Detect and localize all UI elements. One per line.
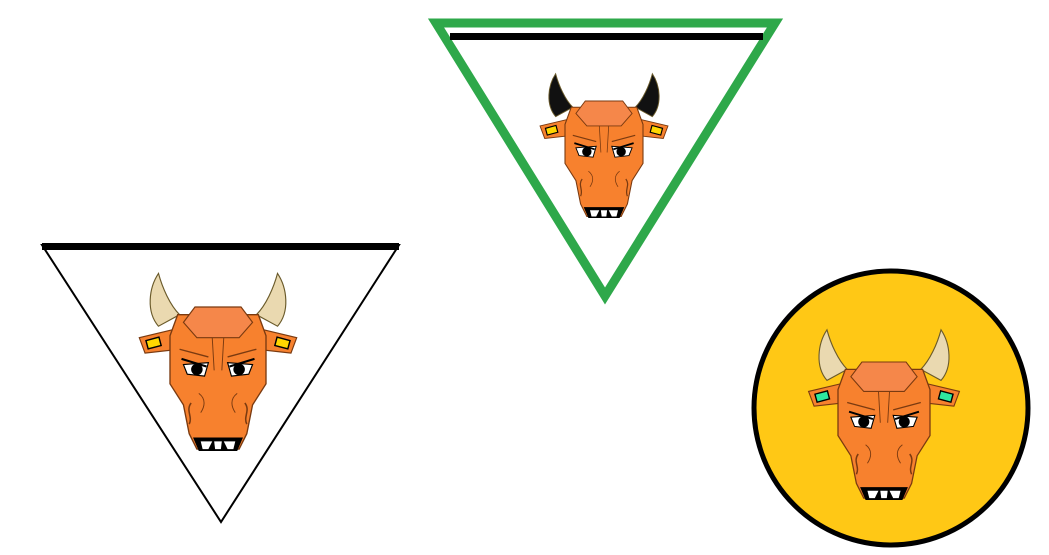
triangle-emblem-green [427, 18, 784, 305]
bull-head-icon [539, 72, 669, 218]
bull-head-icon [807, 328, 961, 500]
bull-head-icon [138, 272, 298, 451]
triangle-emblem-left [40, 243, 401, 524]
circle-emblem-yellow [751, 268, 1031, 548]
triangle-green-top-bar [450, 33, 763, 40]
triangle-left-top-bar [42, 243, 399, 250]
